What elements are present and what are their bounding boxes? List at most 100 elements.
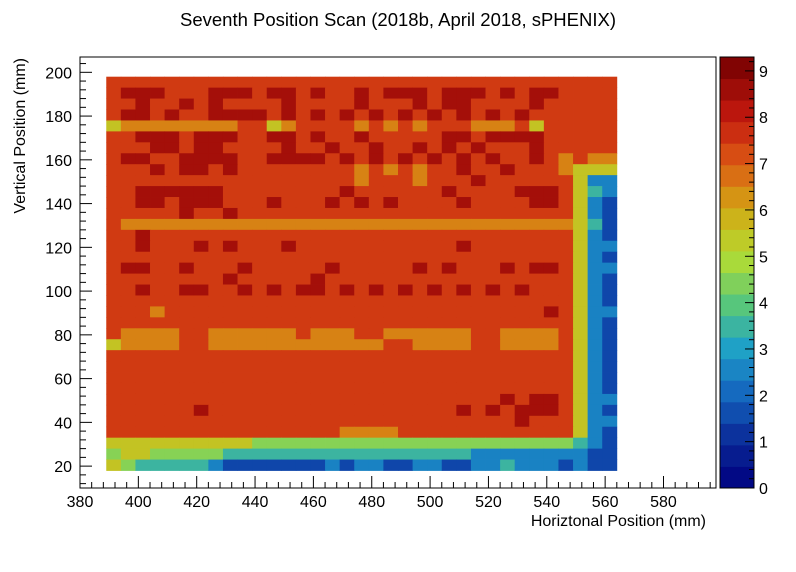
colorbar-segment [720, 401, 754, 424]
heatmap-cell [193, 328, 209, 340]
heatmap-cell [587, 251, 603, 264]
heatmap-cell [558, 361, 574, 373]
heatmap-cell [106, 361, 122, 373]
heatmap-cell [456, 98, 472, 110]
heatmap-cell [441, 317, 457, 329]
heatmap-cell [383, 328, 399, 340]
x-tick-label: 460 [300, 494, 327, 511]
heatmap-cell [150, 207, 166, 220]
colorbar-tick-label: 5 [759, 249, 768, 266]
heatmap-cell [587, 382, 603, 395]
heatmap-cell [485, 186, 501, 198]
heatmap-cell [500, 393, 516, 406]
heatmap-cell [485, 273, 501, 285]
heatmap-cell [514, 262, 530, 274]
heatmap-cell [412, 273, 428, 285]
heatmap-cell [383, 186, 399, 198]
heatmap-cell [529, 175, 545, 187]
heatmap-cell [354, 186, 370, 198]
heatmap-cell [106, 350, 122, 362]
heatmap-cell [427, 175, 443, 187]
heatmap-cell [441, 372, 457, 384]
heatmap-cell [485, 142, 501, 154]
heatmap-cell [383, 240, 399, 253]
heatmap-cell [266, 131, 282, 143]
heatmap-cell [587, 76, 603, 89]
heatmap-cell [281, 284, 297, 296]
heatmap-cell [427, 120, 443, 132]
heatmap-cell [281, 164, 297, 176]
heatmap-cell [470, 164, 486, 176]
heatmap-cell [222, 382, 238, 395]
heatmap-cell [164, 459, 180, 471]
heatmap-cell [252, 109, 268, 121]
heatmap-cell [485, 218, 501, 231]
heatmap-cell [587, 186, 603, 198]
heatmap-cell [602, 415, 618, 428]
heatmap-cell [500, 382, 516, 395]
heatmap-cell [193, 197, 209, 209]
heatmap-cell [266, 240, 282, 253]
heatmap-cell [412, 87, 428, 99]
heatmap-cell [558, 284, 574, 296]
heatmap-cell [514, 295, 530, 307]
heatmap-cell [310, 131, 326, 143]
heatmap-cell [266, 109, 282, 121]
heatmap-cell [456, 197, 472, 209]
heatmap-cell [441, 404, 457, 417]
heatmap-cell [602, 98, 618, 110]
heatmap-cell [295, 207, 311, 220]
heatmap-cell [529, 207, 545, 220]
heatmap-cell [587, 404, 603, 417]
heatmap-cell [412, 76, 428, 89]
heatmap-cell [266, 164, 282, 176]
heatmap-cell [325, 153, 341, 165]
heatmap-cell [441, 284, 457, 296]
x-tick-label: 500 [417, 494, 444, 511]
heatmap-cell [325, 98, 341, 110]
heatmap-cell [529, 197, 545, 209]
heatmap-cell [179, 131, 195, 143]
heatmap-cell [441, 197, 457, 209]
heatmap-cell [529, 404, 545, 417]
heatmap-cell [237, 251, 253, 264]
heatmap-cell [368, 207, 384, 220]
heatmap-cell [266, 262, 282, 274]
heatmap-cell [412, 109, 428, 121]
heatmap-cell [325, 339, 341, 351]
heatmap-cell [252, 339, 268, 351]
heatmap-cell [120, 295, 136, 307]
heatmap-cell [427, 240, 443, 253]
colorbar-segment [720, 121, 754, 144]
colorbar-segment [720, 57, 754, 80]
heatmap-cell [427, 372, 443, 384]
heatmap-cell [208, 131, 224, 143]
heatmap-cell [602, 339, 618, 351]
y-tick-label: 20 [54, 459, 72, 476]
heatmap-cell [325, 317, 341, 329]
colorbar-segment [720, 466, 754, 489]
heatmap-cell [427, 350, 443, 362]
heatmap-cell [485, 131, 501, 143]
heatmap-cell [441, 175, 457, 187]
heatmap-cell [120, 404, 136, 417]
heatmap-cell [398, 186, 413, 198]
heatmap-cell [310, 350, 326, 362]
heatmap-cell [237, 448, 253, 460]
heatmap-cell [470, 262, 486, 274]
heatmap-cell [193, 382, 209, 395]
heatmap-cell [325, 262, 341, 274]
heatmap-cell [470, 426, 486, 439]
heatmap-cell [222, 372, 238, 384]
heatmap-cell [529, 87, 545, 99]
heatmap-cell [135, 197, 151, 209]
heatmap-cell [354, 393, 370, 406]
heatmap-cell [427, 317, 443, 329]
heatmap-cell [164, 76, 180, 89]
heatmap-cell [222, 361, 238, 373]
colorbar-tick-label: 9 [759, 64, 768, 81]
heatmap-cell [573, 76, 589, 89]
heatmap-cell [500, 251, 516, 264]
heatmap-cell [252, 306, 268, 318]
colorbar-segment [720, 229, 754, 252]
